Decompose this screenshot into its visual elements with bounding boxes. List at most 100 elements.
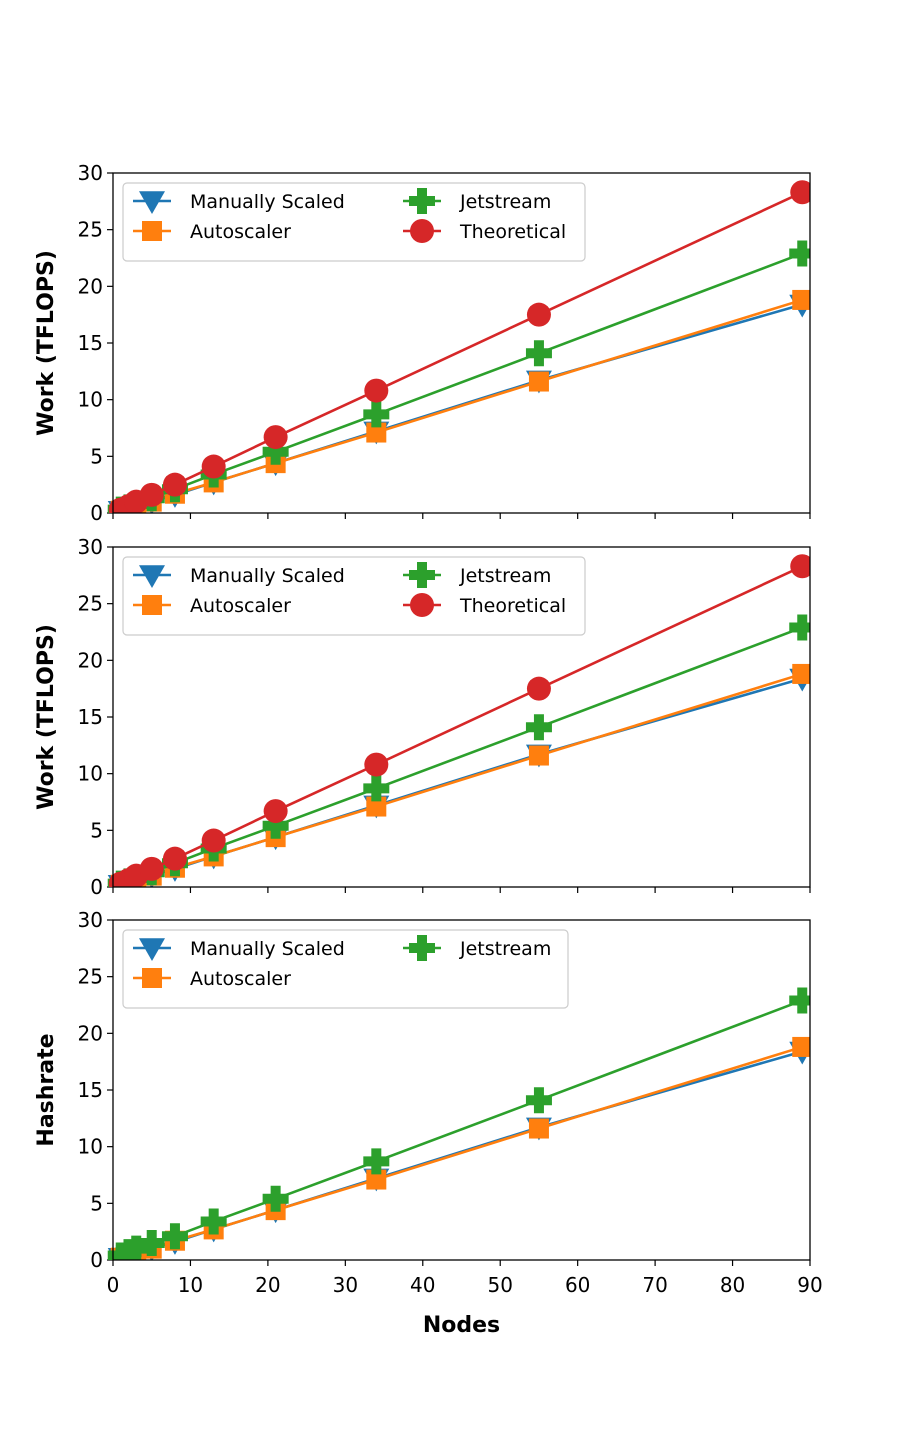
y-tick-label: 0 xyxy=(90,1248,103,1272)
legend-label-autoscaler: Autoscaler xyxy=(190,595,291,617)
y-tick-label: 10 xyxy=(78,1135,103,1159)
data-point-jetstream xyxy=(123,1235,150,1260)
data-point-autoscaler xyxy=(528,371,549,392)
legend-label-manually-scaled: Manually Scaled xyxy=(190,191,345,213)
x-tick-label: 0 xyxy=(107,1273,120,1297)
legend-marker-autoscaler xyxy=(142,595,162,615)
x-tick-label: 60 xyxy=(565,1273,590,1297)
x-axis-label: Nodes xyxy=(423,1313,500,1338)
data-point-theoretical xyxy=(201,454,226,479)
y-axis-label: Work (TFLOPS) xyxy=(34,250,59,436)
plot-area xyxy=(107,180,810,513)
data-point-theoretical xyxy=(139,856,164,881)
data-point-jetstream xyxy=(262,812,289,839)
x-tick-label: 90 xyxy=(797,1273,822,1297)
y-tick-label: 5 xyxy=(90,818,103,842)
y-tick-label: 5 xyxy=(90,1191,103,1215)
x-tick-label: 80 xyxy=(720,1273,745,1297)
data-point-jetstream xyxy=(525,340,552,367)
y-tick-label: 20 xyxy=(78,648,103,672)
data-point-theoretical xyxy=(201,828,226,853)
data-point-jetstream xyxy=(262,438,289,465)
legend-marker-jetstream xyxy=(409,188,435,214)
y-tick-label: 0 xyxy=(90,875,103,899)
legend-box xyxy=(122,556,586,636)
y-tick-label: 10 xyxy=(78,388,103,412)
y-tick-label: 20 xyxy=(78,274,103,298)
data-point-jetstream xyxy=(525,714,552,741)
y-tick-label: 15 xyxy=(78,1078,103,1102)
y-axis-label: Work (TFLOPS) xyxy=(34,624,59,810)
data-point-autoscaler xyxy=(528,1118,549,1139)
legend-marker-autoscaler xyxy=(142,221,162,241)
legend-label-jetstream: Jetstream xyxy=(459,565,551,587)
data-point-jetstream xyxy=(363,775,390,802)
legend-box xyxy=(122,182,586,262)
data-point-autoscaler xyxy=(366,1169,387,1190)
plot-area xyxy=(107,554,810,887)
plot-frame xyxy=(112,919,811,1261)
plot-frame xyxy=(112,172,811,514)
x-tick-label: 50 xyxy=(487,1273,512,1297)
data-point-jetstream xyxy=(363,401,390,428)
legend-label-jetstream: Jetstream xyxy=(459,938,551,960)
data-point-jetstream xyxy=(262,1185,289,1212)
y-tick-label: 15 xyxy=(78,705,103,729)
y-tick-label: 30 xyxy=(78,535,103,559)
data-point-jetstream xyxy=(789,614,810,641)
plot-area xyxy=(107,987,810,1260)
data-point-theoretical xyxy=(790,180,810,205)
legend-marker-jetstream xyxy=(409,562,435,588)
legend: Manually Scaled Autoscaler Jetstream xyxy=(122,929,569,1009)
legend-label-manually-scaled: Manually Scaled xyxy=(190,938,345,960)
data-point-autoscaler xyxy=(366,796,387,817)
data-point-jetstream xyxy=(161,1223,188,1250)
x-tick-label: 70 xyxy=(642,1273,667,1297)
y-tick-label: 25 xyxy=(78,965,103,989)
data-point-theoretical xyxy=(139,482,164,507)
data-point-jetstream xyxy=(789,240,810,267)
y-tick-label: 25 xyxy=(78,592,103,616)
data-point-jetstream xyxy=(200,1208,227,1235)
legend-marker-theoretical xyxy=(410,219,434,243)
data-point-theoretical xyxy=(162,846,187,871)
legend: Manually Scaled Autoscaler Jetstream Theore… xyxy=(122,182,586,262)
y-tick-label: 15 xyxy=(78,331,103,355)
y-axis-label: Hashrate xyxy=(34,1033,59,1146)
y-tick-label: 10 xyxy=(78,762,103,786)
chart-panel-2: 0 5 10 15 20 25 30 Work (TFLOPS) Manually Scaled… xyxy=(34,535,811,899)
data-point-autoscaler xyxy=(366,422,387,443)
x-tick-label: 20 xyxy=(255,1273,280,1297)
y-tick-label: 30 xyxy=(78,908,103,932)
data-point-theoretical xyxy=(526,302,551,327)
data-point-theoretical xyxy=(790,554,810,579)
data-point-theoretical xyxy=(364,378,389,403)
data-point-autoscaler xyxy=(528,745,549,766)
chart-panel-1: 0 5 10 15 20 25 30 Work (TFLOPS) Manually Scaled… xyxy=(34,161,811,525)
legend-marker-manually-scaled xyxy=(139,191,165,214)
data-point-autoscaler xyxy=(792,663,810,684)
data-point-theoretical xyxy=(263,425,288,450)
x-tick-label: 10 xyxy=(178,1273,203,1297)
legend-label-jetstream: Jetstream xyxy=(459,191,551,213)
data-point-jetstream xyxy=(363,1148,390,1175)
legend-marker-jetstream xyxy=(409,935,435,961)
legend: Manually Scaled Autoscaler Jetstream Theore… xyxy=(122,556,586,636)
y-tick-label: 25 xyxy=(78,218,103,242)
legend-marker-manually-scaled xyxy=(139,938,165,961)
legend-label-theoretical: Theoretical xyxy=(459,221,566,243)
data-point-theoretical xyxy=(364,752,389,777)
y-tick-label: 30 xyxy=(78,161,103,185)
chart-panel-3: 0 5 10 15 20 25 30 0 10 20 30 40 50 60 70 80 90 Hashrate N… xyxy=(34,908,823,1338)
x-tick-label: 30 xyxy=(333,1273,358,1297)
data-point-theoretical xyxy=(263,799,288,824)
plot-frame xyxy=(112,546,811,888)
data-point-autoscaler xyxy=(792,289,810,310)
legend-marker-autoscaler xyxy=(142,968,162,988)
legend-box xyxy=(122,929,569,1009)
legend-marker-manually-scaled xyxy=(139,565,165,588)
data-point-theoretical xyxy=(526,676,551,701)
legend-label-manually-scaled: Manually Scaled xyxy=(190,565,345,587)
data-point-autoscaler xyxy=(792,1036,810,1057)
